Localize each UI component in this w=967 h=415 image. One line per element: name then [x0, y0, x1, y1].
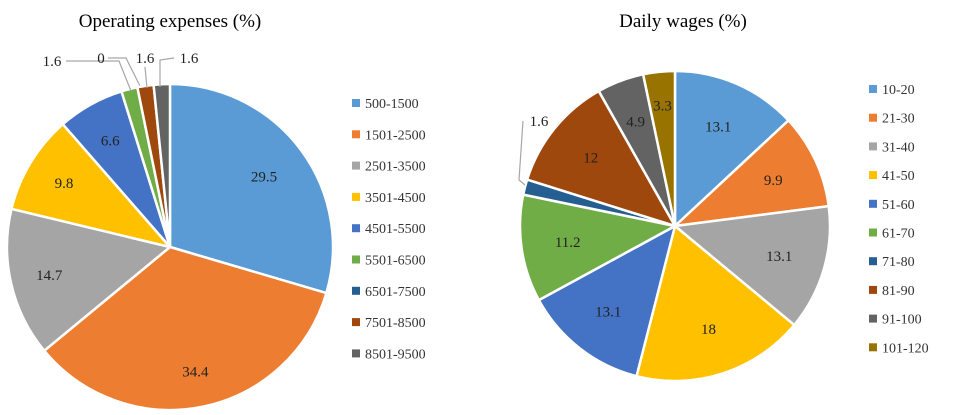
legend-swatch	[352, 161, 360, 170]
legend-label: 10-20	[882, 83, 915, 98]
pie-slice-21-30	[671, 118, 831, 228]
data-label: 1.6	[43, 54, 62, 70]
pie-slice-31-40	[671, 204, 832, 327]
data-label: 6.6	[101, 133, 120, 149]
legend-swatch	[352, 224, 360, 233]
legend-label: 7501-8500	[365, 316, 426, 331]
data-label: 34.4	[182, 365, 209, 381]
operating-expenses-legend: 500-1500 1501-2500 2501-3500 3501-4500 4501-…	[352, 97, 426, 362]
legend-label: 5501-6500	[365, 254, 426, 269]
legend-label: 91-100	[882, 313, 922, 328]
legend-swatch	[869, 314, 877, 323]
legend-label: 51-60	[882, 198, 915, 213]
legend-swatch	[352, 99, 360, 107]
operating-expenses-chart: Operating expenses (%) 29.5 34.4 14.7 9.8 6.…	[5, 11, 426, 412]
legend-swatch	[352, 255, 360, 264]
daily-wages-pie: 13.1 9.9 13.1 18 13.1 11.2 1.6 12 4.9 3.3	[518, 69, 832, 383]
pie-slice-500-1500	[168, 82, 335, 295]
legend-label: 31-40	[882, 140, 915, 155]
daily-wages-chart: Daily wages (%) 13.1 9.9 13.1 18 13.1 11.2 1.6…	[518, 11, 929, 383]
legend-swatch	[869, 228, 877, 237]
data-label: 3.3	[653, 99, 672, 115]
pie-slice-51-60	[537, 223, 677, 378]
legend-label: 41-50	[882, 169, 915, 184]
pie-slice-101-120	[641, 69, 677, 227]
pie-slice-61-70	[518, 193, 679, 302]
legend-label: 2501-3500	[365, 160, 426, 175]
data-label: 14.7	[36, 268, 63, 284]
pie-slice-3501-4500	[10, 122, 174, 250]
data-label: 13.1	[595, 305, 621, 321]
data-label: 4.9	[626, 115, 645, 131]
leader-line	[66, 60, 132, 92]
leader-line	[144, 66, 148, 89]
legend-label: 6501-7500	[365, 285, 426, 300]
data-label: 13.1	[705, 120, 731, 136]
legend-label: 500-1500	[365, 97, 419, 112]
legend-swatch	[352, 192, 360, 201]
legend-swatch	[352, 318, 360, 327]
daily-wages-legend: 10-20 21-30 31-40 41-50 51-60 61-70 71-80 81-90…	[869, 83, 929, 356]
legend-swatch	[869, 85, 877, 93]
pie-slice-10-20	[673, 69, 791, 229]
legend-label: 71-80	[882, 255, 915, 270]
legend-label: 61-70	[882, 227, 915, 242]
chart-title: Operating expenses (%)	[79, 11, 262, 32]
pie-slice-2501-3500	[5, 207, 173, 353]
data-label: 1.6	[180, 51, 199, 67]
legend-swatch	[352, 349, 360, 358]
pie-slice-1501-2500	[42, 245, 328, 412]
legend-label: 21-30	[882, 112, 915, 127]
data-label: 0	[97, 51, 105, 67]
chart-title: Daily wages (%)	[619, 11, 747, 32]
legend-swatch	[352, 130, 360, 139]
legend-swatch	[869, 285, 877, 294]
data-label: 1.6	[530, 114, 549, 130]
data-label: 12	[583, 151, 598, 167]
data-label: 9.8	[55, 176, 74, 192]
pie-slice-8501-9500	[152, 82, 172, 248]
data-label: 18	[701, 322, 716, 338]
operating-expenses-pie: 29.5 34.4 14.7 9.8 6.6 1.6 0 1.6 1.6	[5, 51, 335, 412]
legend-label: 3501-4500	[365, 191, 426, 206]
leader-line	[159, 57, 175, 87]
data-label: 11.2	[555, 235, 581, 251]
pie-slice-41-50	[635, 223, 797, 383]
legend-swatch	[869, 142, 877, 151]
legend-swatch	[869, 199, 877, 208]
legend-label: 8501-9500	[365, 347, 426, 362]
leader-line	[518, 120, 526, 186]
legend-label: 101-120	[882, 341, 929, 356]
legend-swatch	[869, 257, 877, 266]
data-label: 9.9	[764, 173, 783, 189]
pie-slice-81-90	[525, 89, 678, 229]
legend-swatch	[869, 171, 877, 180]
legend-swatch	[869, 343, 877, 352]
legend-swatch	[869, 113, 877, 122]
data-label: 13.1	[766, 249, 792, 265]
legend-label: 1501-2500	[365, 128, 426, 143]
data-label: 29.5	[251, 170, 277, 186]
legend-label: 4501-5500	[365, 222, 426, 237]
leader-line	[108, 57, 143, 91]
legend-label: 81-90	[882, 284, 915, 299]
data-label: 1.6	[136, 51, 155, 67]
legend-swatch	[352, 286, 360, 295]
